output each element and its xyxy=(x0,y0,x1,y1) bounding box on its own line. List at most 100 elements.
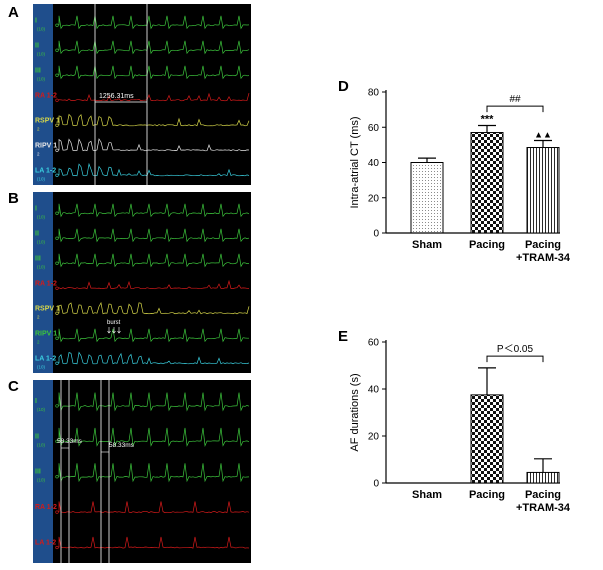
ecg-lead-label: III xyxy=(35,469,41,476)
ecg-sidebar xyxy=(33,4,53,185)
ecg-trace xyxy=(58,92,250,102)
ecg-burst-label: burst xyxy=(107,320,121,326)
y-axis-label: Intra-atrial CT (ms) xyxy=(349,116,361,208)
ecg-burst-arrow xyxy=(117,327,121,334)
ecg-trace xyxy=(58,203,250,218)
category-label: Pacing xyxy=(525,489,561,501)
ecg-trace xyxy=(58,301,250,315)
ecg-lead-sub: (10) xyxy=(37,364,46,369)
ecg-marker xyxy=(55,236,59,240)
ecg-lead-sub: 2 xyxy=(37,126,40,131)
significance-bracket-label: ## xyxy=(509,94,521,105)
ecg-lead-label: RA 1-2 xyxy=(35,280,57,287)
category-label: Pacing xyxy=(525,239,561,251)
ecg-marker xyxy=(55,286,59,290)
y-tick-label: 40 xyxy=(368,158,380,169)
ecg-lead-sub: (10) xyxy=(37,442,46,447)
ecg-trace xyxy=(58,65,250,80)
significance-bracket xyxy=(486,105,544,113)
bar xyxy=(526,471,560,484)
ecg-trace xyxy=(58,536,250,549)
ecg-sidebar xyxy=(33,192,53,373)
ecg-marker xyxy=(55,23,59,27)
y-tick-label: 80 xyxy=(368,88,380,99)
panel-letter-a: A xyxy=(8,4,19,21)
ecg-lead-label: RA 1-2 xyxy=(35,92,57,99)
ecg-lead-label: LA 1-2 xyxy=(35,355,56,362)
ecg-trace xyxy=(58,138,250,152)
significance-bracket-label: P＜0.05 xyxy=(497,344,534,355)
ecg-marker xyxy=(55,475,59,479)
ecg-lead-label: II xyxy=(35,230,39,237)
ecg-lead-sub: 2 xyxy=(37,151,40,156)
ecg-marker xyxy=(55,123,59,127)
y-tick-label: 20 xyxy=(368,432,380,443)
ecg-lead-sub: (10) xyxy=(37,176,46,181)
ecg-marker xyxy=(55,261,59,265)
panel-letter-d: D xyxy=(338,78,349,95)
ecg-trace xyxy=(58,253,250,268)
ecg-marker xyxy=(55,439,59,443)
category-sublabel: +TRAM-34 xyxy=(516,252,571,264)
ecg-lead-label: II xyxy=(35,42,39,49)
ecg-marker xyxy=(55,404,59,408)
ecg-trace xyxy=(58,351,250,365)
y-tick-label: 20 xyxy=(368,193,380,204)
ecg-lead-sub: (10) xyxy=(37,214,46,219)
ecg-lead-label: RIPV 1 xyxy=(35,142,57,149)
ecg-lead-sub: (10) xyxy=(37,26,46,31)
ecg-lead-label: LA 1-2 xyxy=(35,540,56,547)
ecg-panel-c: I (10) II (10) III (10) RA 1-2 LA 1-2 58.33ms 58.… xyxy=(33,380,251,563)
ecg-measurement: 1256.31ms xyxy=(99,93,134,100)
ecg-lead-sub: 2 xyxy=(37,314,40,319)
ecg-trace xyxy=(58,279,250,290)
ecg-burst-arrow xyxy=(112,327,116,334)
ecg-lead-label: III xyxy=(35,255,41,262)
ecg-lead-sub: (10) xyxy=(37,239,46,244)
chart-d: 0 20 40 60 80 Intra-atrial CT (ms) Sham Pacing P… xyxy=(349,88,571,265)
ecg-marker xyxy=(55,173,59,177)
ecg-trace xyxy=(58,228,250,243)
ecg-marker xyxy=(55,73,59,77)
significance-tram: ▲▲ xyxy=(534,129,552,139)
ecg-trace xyxy=(58,501,250,514)
ecg-lead-label: III xyxy=(35,67,41,74)
y-tick-label: 0 xyxy=(373,479,379,490)
ecg-lead-label: I xyxy=(35,398,37,405)
ecg-lead-sub: (10) xyxy=(37,407,46,412)
ecg-marker xyxy=(55,311,59,315)
y-axis-label: AF durations (s) xyxy=(349,373,361,451)
ecg-panel-b: I (10) II (10) III (10) RA 1-2 RSPV 1 2 RIPV 1 2 LA… xyxy=(33,192,251,373)
ecg-marker xyxy=(55,211,59,215)
ecg-marker xyxy=(55,48,59,52)
significance-pacing: *** xyxy=(481,113,495,125)
ecg-lead-sub: (10) xyxy=(37,51,46,56)
y-tick-label: 60 xyxy=(368,338,380,349)
ecg-lead-sub: (10) xyxy=(37,76,46,81)
ecg-traces-C: I(10)II(10)III(10)RA 1-2LA 1-258.33ms58.… xyxy=(35,380,250,563)
y-tick-label: 0 xyxy=(373,229,379,240)
ecg-marker xyxy=(55,510,59,514)
ecg-lead-label: RIPV 1 xyxy=(35,330,57,337)
ecg-lead-label: RSPV 1 xyxy=(35,305,60,312)
y-tick-label: 60 xyxy=(368,123,380,134)
ecg-sidebar xyxy=(33,380,53,563)
bar xyxy=(410,162,444,234)
category-label: Pacing xyxy=(469,239,505,251)
ecg-lead-sub: (10) xyxy=(37,264,46,269)
bar xyxy=(470,394,504,484)
category-label: Sham xyxy=(412,239,442,251)
ecg-trace xyxy=(58,328,249,343)
ecg-trace xyxy=(58,392,250,412)
ecg-measurement: 58.33ms xyxy=(57,438,83,445)
ecg-panel-a: I (10) II (10) III (10) RA 1-2 RSPV 1 2 RIPV 1 2 LA… xyxy=(33,4,251,185)
ecg-marker xyxy=(55,148,59,152)
panel-letter-e: E xyxy=(338,328,349,345)
ecg-trace xyxy=(58,40,250,55)
ecg-trace xyxy=(58,463,250,483)
ecg-trace xyxy=(58,427,250,447)
category-label: Sham xyxy=(412,489,442,501)
